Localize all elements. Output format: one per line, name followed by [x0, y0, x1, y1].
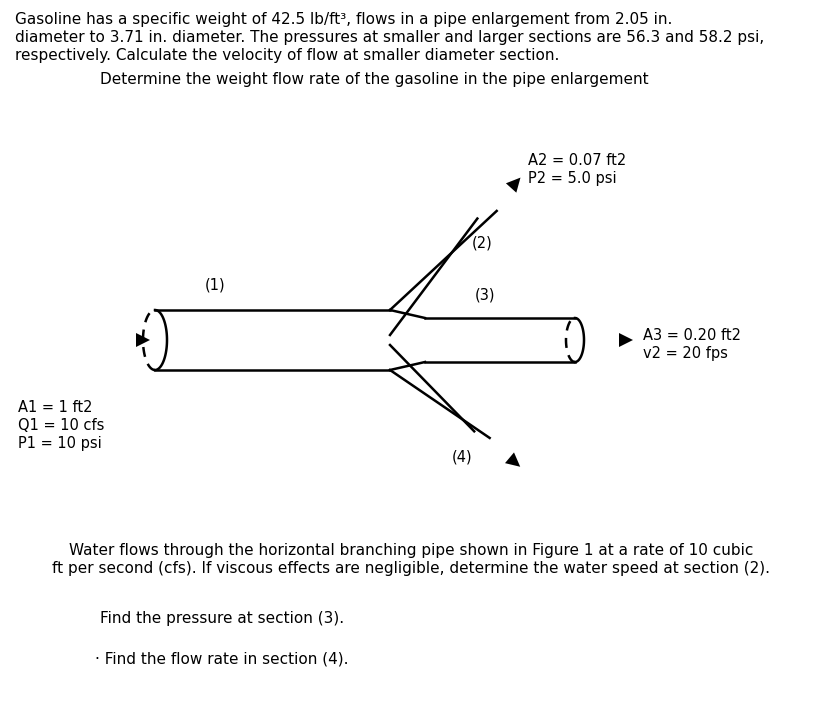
- Text: (1): (1): [205, 278, 226, 292]
- FancyArrow shape: [487, 177, 520, 214]
- Text: P1 = 10 psi: P1 = 10 psi: [18, 436, 102, 451]
- Text: ft per second (cfs). If viscous effects are negligible, determine the water spee: ft per second (cfs). If viscous effects …: [52, 561, 770, 576]
- Text: A1 = 1 ft2: A1 = 1 ft2: [18, 400, 92, 415]
- FancyArrow shape: [100, 333, 150, 347]
- Text: P2 = 5.0 psi: P2 = 5.0 psi: [528, 171, 617, 185]
- Text: diameter to 3.71 in. diameter. The pressures at smaller and larger sections are : diameter to 3.71 in. diameter. The press…: [15, 30, 765, 45]
- Text: Gasoline has a specific weight of 42.5 lb/ft³, flows in a pipe enlargement from : Gasoline has a specific weight of 42.5 l…: [15, 12, 672, 27]
- Text: respectively. Calculate the velocity of flow at smaller diameter section.: respectively. Calculate the velocity of …: [15, 48, 560, 63]
- Text: Determine the weight flow rate of the gasoline in the pipe enlargement: Determine the weight flow rate of the ga…: [100, 72, 649, 87]
- Text: (2): (2): [472, 236, 492, 250]
- Text: A3 = 0.20 ft2: A3 = 0.20 ft2: [643, 328, 741, 343]
- Text: Water flows through the horizontal branching pipe shown in Figure 1 at a rate of: Water flows through the horizontal branc…: [69, 543, 753, 558]
- Text: (3): (3): [475, 287, 495, 302]
- Text: Find the pressure at section (3).: Find the pressure at section (3).: [100, 611, 344, 626]
- Text: (4): (4): [452, 449, 472, 464]
- Text: · Find the flow rate in section (4).: · Find the flow rate in section (4).: [95, 651, 348, 666]
- FancyArrow shape: [482, 435, 520, 467]
- FancyArrow shape: [585, 333, 633, 347]
- Text: Q1 = 10 cfs: Q1 = 10 cfs: [18, 418, 105, 433]
- Text: v2 = 20 fps: v2 = 20 fps: [643, 346, 728, 361]
- Text: A2 = 0.07 ft2: A2 = 0.07 ft2: [528, 153, 627, 168]
